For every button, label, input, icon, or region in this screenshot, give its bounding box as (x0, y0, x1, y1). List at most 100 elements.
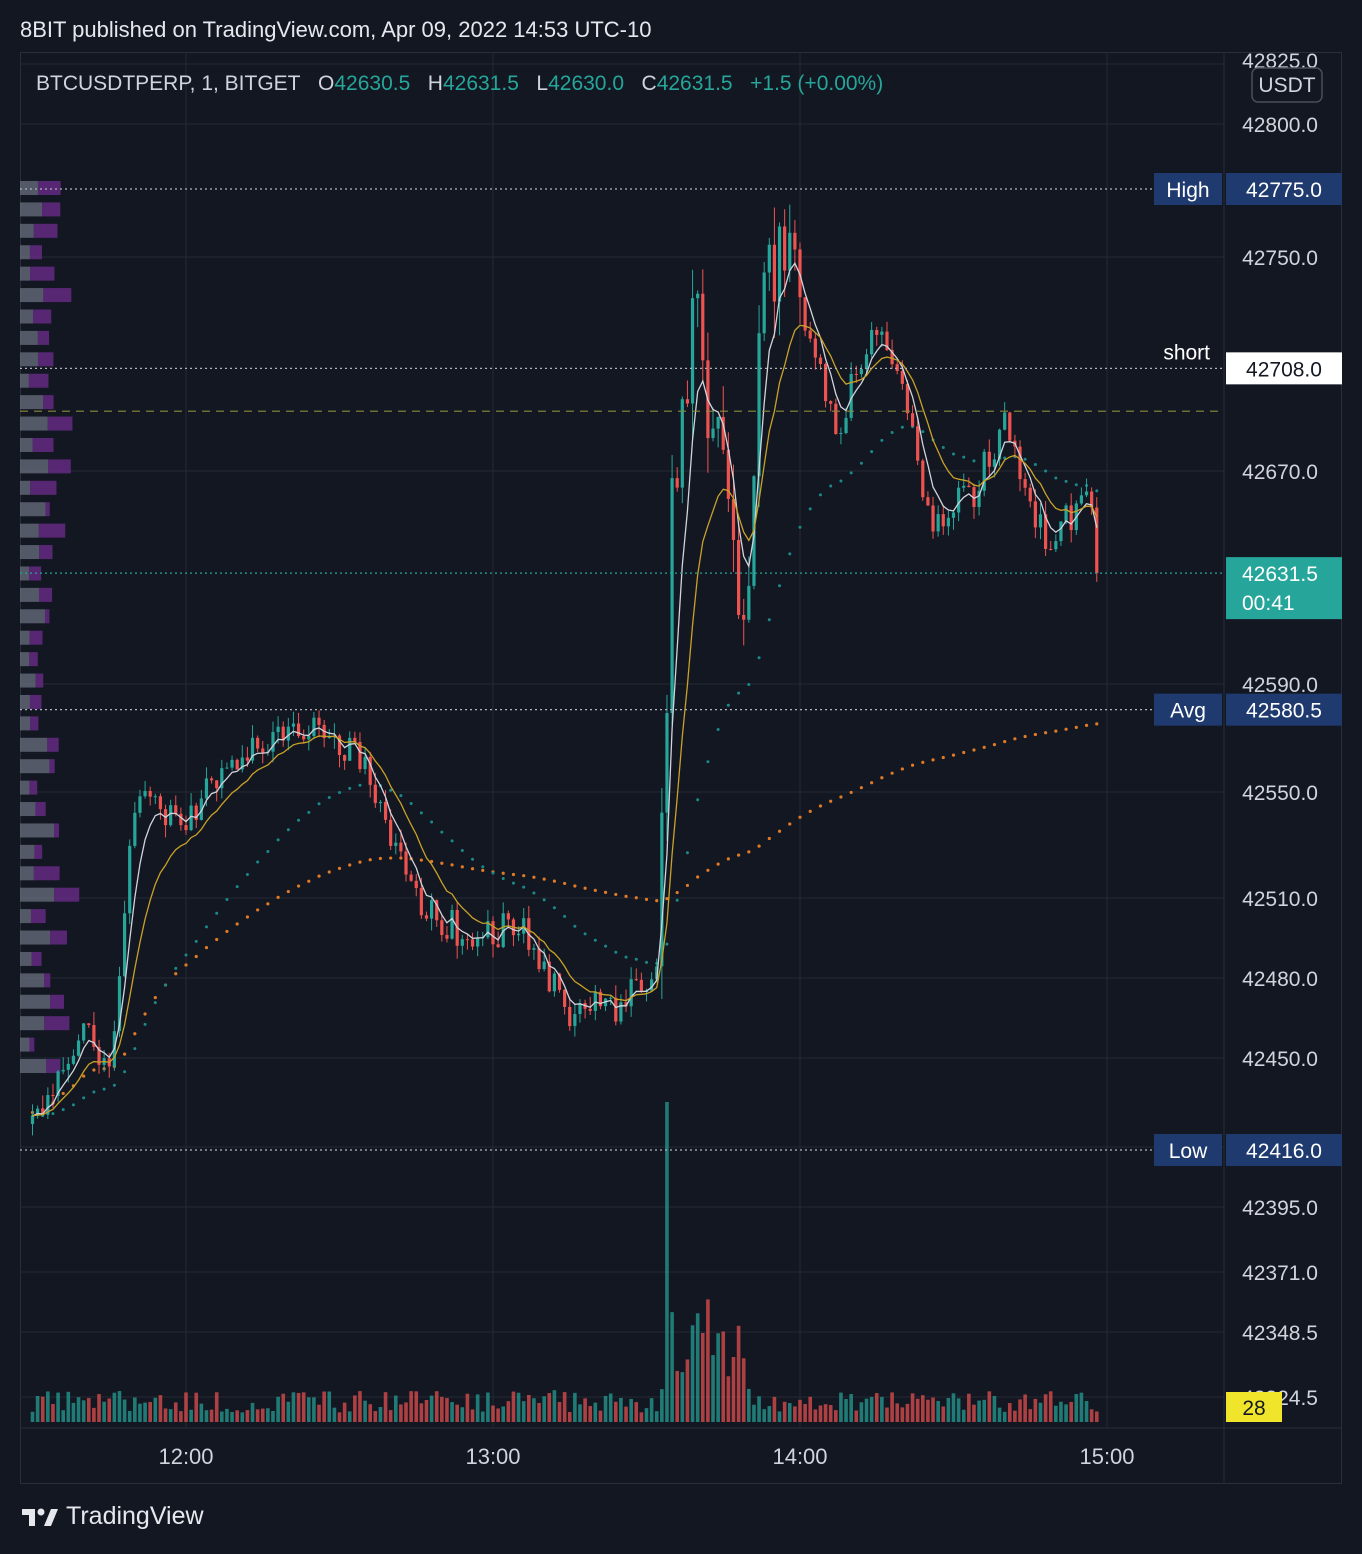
candle[interactable] (179, 807, 183, 831)
candle[interactable] (905, 379, 910, 421)
candle[interactable] (629, 967, 633, 1017)
candle[interactable] (941, 505, 945, 535)
candle[interactable] (1033, 489, 1037, 539)
candle[interactable] (440, 914, 444, 942)
candle[interactable] (511, 917, 516, 947)
candle[interactable] (394, 833, 398, 855)
candle[interactable] (235, 758, 239, 770)
candle[interactable] (639, 972, 643, 993)
candle[interactable] (777, 222, 782, 336)
candle[interactable] (1059, 521, 1063, 546)
candle[interactable] (389, 809, 393, 850)
candle[interactable] (36, 1105, 40, 1119)
candle[interactable] (890, 339, 894, 369)
candle[interactable] (946, 510, 950, 536)
candle[interactable] (194, 802, 198, 829)
candle[interactable] (250, 725, 255, 764)
candle[interactable] (1049, 540, 1053, 551)
candle[interactable] (153, 793, 157, 805)
candle[interactable] (1023, 472, 1027, 496)
candle[interactable] (798, 242, 802, 324)
tradingview-brand[interactable]: TradingView (20, 1502, 204, 1531)
candle[interactable] (665, 694, 669, 841)
candle[interactable] (552, 971, 556, 997)
candle[interactable] (1084, 478, 1089, 498)
candle[interactable] (578, 999, 582, 1023)
time-axis[interactable]: 12:00 13:00 14:00 15:00 (158, 1444, 1134, 1469)
candle[interactable] (573, 1003, 577, 1037)
candle[interactable] (1038, 503, 1043, 540)
chart-svg[interactable]: 42825.042800.042750.042670.042590.042550… (20, 52, 1342, 1484)
candle[interactable] (1008, 411, 1012, 443)
candle[interactable] (1003, 402, 1007, 431)
candle[interactable] (823, 362, 828, 408)
candle[interactable] (481, 931, 485, 947)
candle[interactable] (148, 786, 152, 806)
candle[interactable] (189, 793, 193, 832)
candle[interactable] (1090, 487, 1094, 515)
candle[interactable] (199, 789, 203, 821)
candle[interactable] (895, 361, 899, 375)
candle[interactable] (997, 428, 1002, 466)
candle[interactable] (302, 729, 306, 744)
candle[interactable] (138, 789, 142, 818)
candle[interactable] (685, 380, 690, 408)
candle[interactable] (486, 909, 490, 940)
candle[interactable] (312, 712, 316, 740)
candle[interactable] (900, 360, 904, 390)
candle[interactable] (409, 870, 413, 882)
candle[interactable] (670, 454, 674, 725)
candle[interactable] (82, 1023, 86, 1044)
candle[interactable] (808, 321, 812, 343)
candle[interactable] (711, 407, 715, 442)
candle[interactable] (41, 1095, 45, 1116)
candle[interactable] (721, 386, 725, 455)
candle[interactable] (634, 968, 638, 982)
candle[interactable] (414, 873, 418, 897)
candle[interactable] (696, 290, 700, 328)
candle[interactable] (839, 427, 843, 445)
candle[interactable] (931, 496, 935, 539)
candle[interactable] (962, 473, 966, 492)
candle[interactable] (56, 1069, 60, 1102)
candle[interactable] (76, 1034, 81, 1057)
candle[interactable] (256, 735, 260, 753)
candle[interactable] (368, 751, 372, 798)
candle[interactable] (184, 815, 188, 835)
candle[interactable] (97, 1039, 101, 1074)
candle[interactable] (982, 448, 986, 497)
candle[interactable] (307, 725, 311, 751)
candle[interactable] (424, 911, 429, 922)
candle[interactable] (967, 477, 971, 488)
candle[interactable] (957, 480, 961, 522)
candle[interactable] (972, 483, 976, 519)
candle[interactable] (71, 1049, 76, 1066)
candle[interactable] (870, 321, 874, 358)
candle[interactable] (158, 793, 163, 820)
candle[interactable] (737, 521, 741, 620)
candle[interactable] (1018, 440, 1022, 492)
candle[interactable] (916, 417, 920, 466)
candle[interactable] (522, 908, 526, 944)
candle[interactable] (716, 416, 720, 448)
candle[interactable] (373, 772, 377, 808)
candle[interactable] (772, 207, 777, 338)
candle[interactable] (690, 269, 695, 441)
candle[interactable] (322, 719, 326, 748)
candle[interactable] (742, 598, 746, 646)
candle[interactable] (61, 1057, 65, 1075)
candle[interactable] (926, 491, 930, 506)
candle[interactable] (230, 755, 234, 771)
candle[interactable] (849, 362, 853, 422)
candle[interactable] (225, 762, 229, 769)
candle[interactable] (762, 261, 766, 341)
candle[interactable] (783, 209, 787, 297)
candle[interactable] (1079, 487, 1084, 506)
candle[interactable] (788, 204, 792, 282)
candle[interactable] (829, 400, 833, 412)
candle[interactable] (563, 989, 567, 1015)
candle[interactable] (209, 776, 214, 784)
candle[interactable] (470, 932, 475, 951)
candle[interactable] (296, 712, 301, 738)
candle[interactable] (936, 505, 940, 537)
